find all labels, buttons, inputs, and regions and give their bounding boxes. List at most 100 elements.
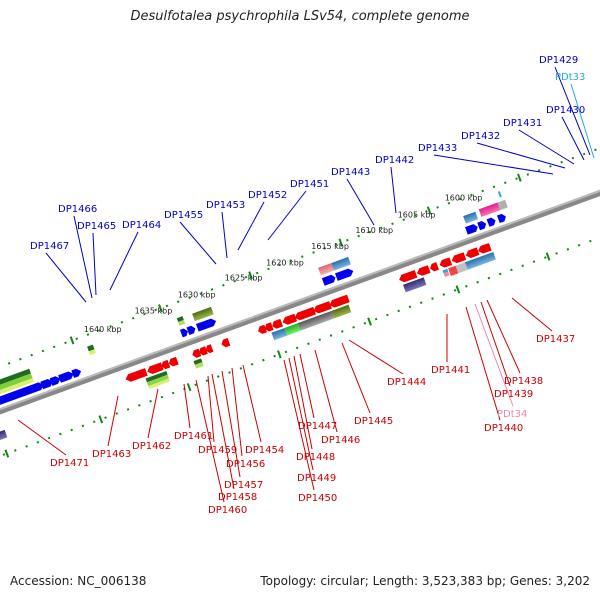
gene-arrow — [258, 324, 268, 334]
gene-label[interactable]: DP1444 — [387, 377, 426, 388]
gene-label[interactable]: DP1450 — [298, 493, 337, 504]
leader-line — [511, 297, 553, 332]
leader-line — [195, 379, 225, 503]
gene-label[interactable]: DP1433 — [418, 143, 457, 154]
gene-label[interactable]: DP1471 — [50, 458, 89, 469]
gene-label[interactable]: DP1454 — [245, 445, 284, 456]
gene-label[interactable]: DP1462 — [132, 441, 171, 452]
kbp-label: 1630 kbp — [178, 291, 216, 300]
gene-block — [455, 262, 468, 274]
gene-arrow — [294, 306, 316, 321]
gene-label[interactable]: DP1463 — [92, 449, 131, 460]
gene-label[interactable]: DP1443 — [331, 167, 370, 178]
gene-label[interactable]: DP1440 — [484, 423, 523, 434]
major-tick — [426, 206, 432, 215]
major-tick — [338, 238, 344, 247]
leader-line — [480, 301, 511, 387]
leader-line — [107, 395, 119, 447]
leader-line — [45, 252, 87, 303]
gene-arrow — [313, 301, 332, 314]
gene-block — [331, 304, 352, 319]
gene-block — [0, 368, 31, 395]
gene-arrow — [221, 338, 231, 348]
gene-label[interactable]: DP1439 — [494, 389, 533, 400]
genome-title: Desulfotalea psychrophila LSv54, complet… — [130, 9, 470, 24]
accession-text: Accession: NC_006138 — [10, 574, 147, 588]
gene-label[interactable]: DP1461 — [174, 431, 213, 442]
leader-line — [518, 129, 575, 165]
leader-line — [390, 166, 397, 214]
gene-arrow — [486, 217, 496, 227]
gene-block — [146, 374, 169, 387]
gene-label[interactable]: DP1456 — [226, 459, 265, 470]
gene-label[interactable]: DP1442 — [375, 155, 414, 166]
gene-label[interactable]: DP1449 — [297, 473, 336, 484]
leader-line — [221, 370, 241, 478]
gene-arrow — [58, 371, 74, 383]
gene-label[interactable]: DP1441 — [431, 365, 470, 376]
gene-label[interactable]: DP1432 — [461, 131, 500, 142]
gene-arrow — [195, 318, 217, 332]
gene-block — [478, 202, 501, 217]
gene-block — [297, 310, 335, 331]
leader-line — [433, 154, 554, 175]
major-tick — [517, 173, 522, 182]
gene-label[interactable]: DP1437 — [536, 334, 575, 345]
leader-line — [474, 303, 514, 407]
major-tick — [248, 271, 253, 280]
leader-line — [561, 116, 585, 161]
gene-label[interactable]: DP1431 — [503, 118, 542, 129]
gene-label[interactable]: DP1429 — [539, 55, 578, 66]
leader-line — [341, 342, 371, 414]
kbp-label: 1610 kbp — [355, 226, 393, 235]
leader-line — [267, 190, 307, 241]
leader-line — [147, 388, 159, 439]
gene-label[interactable]: DP1460 — [208, 505, 247, 516]
gene-arrow — [465, 224, 478, 235]
gene-block — [403, 280, 419, 293]
gene-label[interactable]: DP1451 — [290, 179, 329, 190]
leader-line — [109, 231, 139, 291]
major-tick — [545, 252, 551, 261]
leader-line — [283, 359, 315, 491]
gene-label[interactable]: DP1446 — [321, 435, 360, 446]
gene-label[interactable]: DP1466 — [58, 204, 97, 215]
gene-label[interactable]: DP1448 — [296, 452, 335, 463]
trna-mark — [442, 268, 449, 274]
gene-label[interactable]: DP1458 — [218, 492, 257, 503]
major-tick — [158, 304, 163, 313]
gene-arrow — [40, 379, 53, 390]
gene-label[interactable]: DP1467 — [30, 241, 69, 252]
gene-arrow — [477, 221, 487, 231]
gene-label[interactable]: DP1459 — [198, 445, 237, 456]
gene-label[interactable]: DP1453 — [206, 200, 245, 211]
gene-label[interactable]: DP1464 — [122, 220, 161, 231]
gene-label[interactable]: PDt34 — [497, 409, 527, 420]
gene-label[interactable]: DP1430 — [546, 105, 585, 116]
kbp-label: 1605 kbp — [398, 211, 436, 220]
gene-block — [271, 327, 288, 341]
reverse-track-line — [0, 196, 600, 473]
gene-arrow — [71, 368, 82, 378]
kbp-label: 1620 kbp — [266, 258, 304, 267]
gene-label[interactable]: PDt33 — [555, 72, 585, 83]
gene-label[interactable]: DP1457 — [224, 480, 263, 491]
gene-label[interactable]: DP1445 — [354, 416, 393, 427]
gene-arrow — [496, 213, 506, 224]
gene-label[interactable]: DP1452 — [248, 190, 287, 201]
gene-arrow — [321, 274, 336, 286]
gene-block — [416, 277, 427, 288]
forward-features — [0, 191, 508, 413]
gene-arrow — [205, 344, 214, 354]
gene-label[interactable]: DP1447 — [298, 421, 337, 432]
gene-label[interactable]: DP1465 — [77, 221, 116, 232]
major-tick — [277, 350, 282, 359]
leader-line — [221, 211, 228, 259]
major-tick — [455, 285, 461, 294]
gene-label[interactable]: DP1455 — [164, 210, 203, 221]
leader-line — [554, 66, 591, 156]
gene-arrow — [416, 265, 431, 276]
gene-label[interactable]: DP1438 — [504, 376, 543, 387]
